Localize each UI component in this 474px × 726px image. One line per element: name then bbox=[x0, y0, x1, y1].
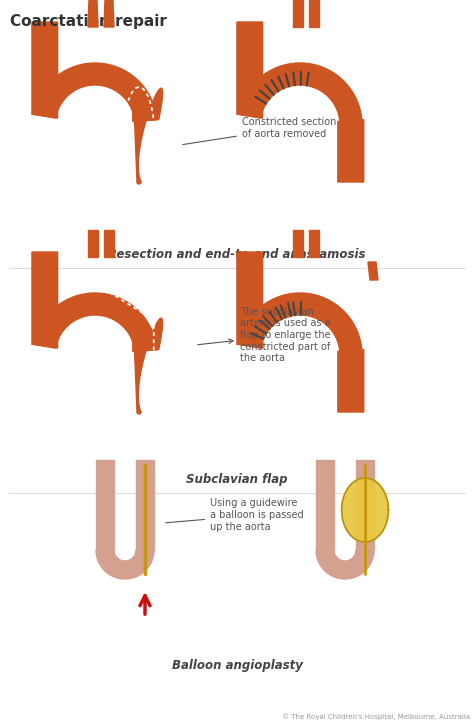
Polygon shape bbox=[338, 350, 364, 412]
Text: Subclavian flap: Subclavian flap bbox=[186, 473, 288, 486]
Text: Coarctation repair: Coarctation repair bbox=[10, 14, 167, 29]
Polygon shape bbox=[32, 252, 58, 348]
Polygon shape bbox=[88, 0, 98, 27]
Polygon shape bbox=[239, 63, 362, 121]
Text: © The Royal Children's Hospital, Melbourne, Australia: © The Royal Children's Hospital, Melbour… bbox=[282, 714, 470, 720]
Polygon shape bbox=[237, 22, 263, 118]
Polygon shape bbox=[309, 0, 319, 27]
Polygon shape bbox=[96, 550, 154, 579]
Polygon shape bbox=[237, 252, 263, 348]
Text: The subclavian
artery is used as a
flap to enlarge the
constricted part of
the a: The subclavian artery is used as a flap … bbox=[198, 307, 331, 363]
Polygon shape bbox=[137, 412, 141, 414]
Polygon shape bbox=[34, 63, 157, 121]
Polygon shape bbox=[96, 460, 114, 550]
Polygon shape bbox=[34, 293, 157, 351]
Polygon shape bbox=[104, 230, 114, 257]
Polygon shape bbox=[32, 22, 58, 118]
Polygon shape bbox=[356, 460, 374, 550]
Polygon shape bbox=[316, 550, 374, 579]
Polygon shape bbox=[137, 182, 141, 184]
Text: Balloon angioplasty: Balloon angioplasty bbox=[172, 658, 302, 672]
Polygon shape bbox=[309, 230, 319, 257]
Polygon shape bbox=[338, 120, 364, 182]
Polygon shape bbox=[136, 460, 154, 550]
Polygon shape bbox=[132, 318, 163, 412]
Polygon shape bbox=[293, 0, 303, 27]
Polygon shape bbox=[342, 478, 388, 542]
Polygon shape bbox=[239, 293, 362, 351]
Polygon shape bbox=[368, 262, 378, 280]
Polygon shape bbox=[293, 230, 303, 257]
Text: Constricted section
of aorta removed: Constricted section of aorta removed bbox=[183, 117, 337, 144]
Polygon shape bbox=[104, 0, 114, 27]
Text: Using a guidewire
a balloon is passed
up the aorta: Using a guidewire a balloon is passed up… bbox=[166, 499, 304, 531]
Polygon shape bbox=[88, 230, 98, 257]
Text: Resection and end-to-end anastamosis: Resection and end-to-end anastamosis bbox=[108, 248, 366, 261]
Polygon shape bbox=[132, 89, 163, 182]
Polygon shape bbox=[316, 460, 334, 550]
